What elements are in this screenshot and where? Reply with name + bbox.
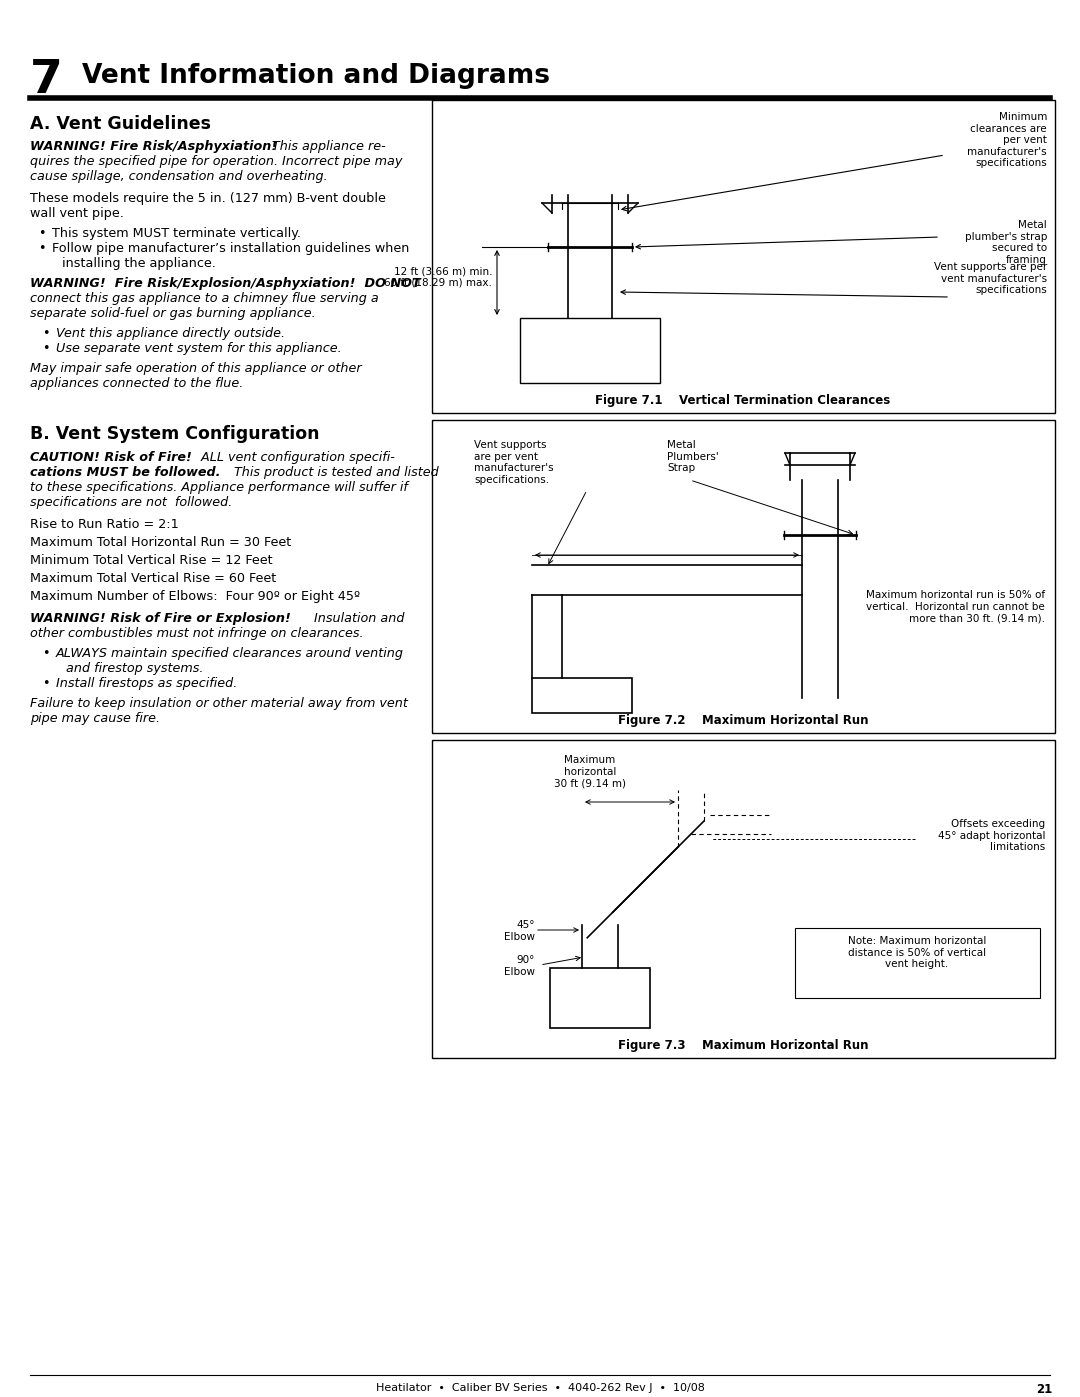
Text: These models require the 5 in. (127 mm) B-vent double: These models require the 5 in. (127 mm) … xyxy=(30,191,386,205)
Text: wall vent pipe.: wall vent pipe. xyxy=(30,207,124,219)
Text: •: • xyxy=(42,678,50,690)
Text: quires the specified pipe for operation. Incorrect pipe may: quires the specified pipe for operation.… xyxy=(30,155,403,168)
Text: Offsets exceeding
45° adapt horizontal
limitations: Offsets exceeding 45° adapt horizontal l… xyxy=(937,819,1045,852)
Text: WARNING! Risk of Fire or Explosion!: WARNING! Risk of Fire or Explosion! xyxy=(30,612,291,624)
Text: Insulation and: Insulation and xyxy=(310,612,405,624)
Text: cations MUST be followed.: cations MUST be followed. xyxy=(30,467,220,479)
Text: Maximum Total Vertical Rise = 60 Feet: Maximum Total Vertical Rise = 60 Feet xyxy=(30,571,276,585)
Bar xyxy=(532,678,632,712)
Bar xyxy=(432,101,1055,414)
Text: Metal
plumber's strap
secured to
framing: Metal plumber's strap secured to framing xyxy=(964,219,1047,265)
Text: 45°
Elbow: 45° Elbow xyxy=(504,921,535,942)
Bar xyxy=(795,928,1040,997)
Text: May impair safe operation of this appliance or other: May impair safe operation of this applia… xyxy=(30,362,362,374)
Text: Vent supports
are per vent
manufacturer's
specifications.: Vent supports are per vent manufacturer'… xyxy=(474,440,554,485)
Text: WARNING!  Fire Risk/Explosion/Asphyxiation!  DO NOT: WARNING! Fire Risk/Explosion/Asphyxiatio… xyxy=(30,277,421,291)
Text: A. Vent Guidelines: A. Vent Guidelines xyxy=(30,115,211,133)
Text: to these specifications. Appliance performance will suffer if: to these specifications. Appliance perfo… xyxy=(30,481,408,495)
Text: WARNING! Fire Risk/Asphyxiation!: WARNING! Fire Risk/Asphyxiation! xyxy=(30,140,278,154)
Text: Install firestops as specified.: Install firestops as specified. xyxy=(56,678,238,690)
Text: Failure to keep insulation or other material away from vent: Failure to keep insulation or other mate… xyxy=(30,697,408,710)
Text: specifications are not  followed.: specifications are not followed. xyxy=(30,496,232,509)
Bar xyxy=(519,319,660,383)
Text: ALWAYS maintain specified clearances around venting: ALWAYS maintain specified clearances aro… xyxy=(56,647,404,659)
Text: and firestop systems.: and firestop systems. xyxy=(66,662,203,675)
Text: connect this gas appliance to a chimney flue serving a: connect this gas appliance to a chimney … xyxy=(30,292,379,305)
Text: separate solid-fuel or gas burning appliance.: separate solid-fuel or gas burning appli… xyxy=(30,307,315,320)
Text: 12 ft (3.66 m) min.
60 ft (18.29 m) max.: 12 ft (3.66 m) min. 60 ft (18.29 m) max. xyxy=(384,267,492,288)
Text: This system MUST terminate vertically.: This system MUST terminate vertically. xyxy=(52,226,301,240)
Text: •: • xyxy=(42,327,50,339)
Text: cause spillage, condensation and overheating.: cause spillage, condensation and overhea… xyxy=(30,170,327,183)
Text: 90°
Elbow: 90° Elbow xyxy=(504,956,535,977)
Text: Minimum
clearances are
per vent
manufacturer's
specifications: Minimum clearances are per vent manufact… xyxy=(968,112,1047,169)
Text: Figure 7.2    Maximum Horizontal Run: Figure 7.2 Maximum Horizontal Run xyxy=(618,714,868,726)
Text: other combustibles must not infringe on clearances.: other combustibles must not infringe on … xyxy=(30,627,364,640)
Text: Rise to Run Ratio = 2:1: Rise to Run Ratio = 2:1 xyxy=(30,518,179,531)
Text: appliances connected to the flue.: appliances connected to the flue. xyxy=(30,377,243,390)
Bar xyxy=(432,740,1055,1058)
Text: Use separate vent system for this appliance.: Use separate vent system for this applia… xyxy=(56,342,341,355)
Text: This product is tested and listed: This product is tested and listed xyxy=(226,467,438,479)
Text: Maximum
horizontal
30 ft (9.14 m): Maximum horizontal 30 ft (9.14 m) xyxy=(554,754,626,788)
Text: Metal
Plumbers'
Strap: Metal Plumbers' Strap xyxy=(667,440,719,474)
Text: •: • xyxy=(38,226,45,240)
Text: Follow pipe manufacturer’s installation guidelines when: Follow pipe manufacturer’s installation … xyxy=(52,242,409,256)
Text: Maximum Number of Elbows:  Four 90º or Eight 45º: Maximum Number of Elbows: Four 90º or Ei… xyxy=(30,590,360,604)
Text: •: • xyxy=(42,647,50,659)
Bar xyxy=(550,968,650,1028)
Text: Heatilator  •  Caliber BV Series  •  4040-262 Rev J  •  10/08: Heatilator • Caliber BV Series • 4040-26… xyxy=(376,1383,704,1393)
Text: This appliance re-: This appliance re- xyxy=(268,140,386,154)
Text: Vent supports are per
vent manufacturer's
specifications: Vent supports are per vent manufacturer'… xyxy=(934,263,1047,295)
Text: Maximum horizontal run is 50% of
vertical.  Horizontal run cannot be
more than 3: Maximum horizontal run is 50% of vertica… xyxy=(866,590,1045,623)
Text: installing the appliance.: installing the appliance. xyxy=(62,257,216,270)
Text: ALL vent configuration specifi-: ALL vent configuration specifi- xyxy=(197,451,395,464)
Text: Vent Information and Diagrams: Vent Information and Diagrams xyxy=(82,63,550,89)
Text: Figure 7.3    Maximum Horizontal Run: Figure 7.3 Maximum Horizontal Run xyxy=(618,1039,868,1052)
Text: CAUTION! Risk of Fire!: CAUTION! Risk of Fire! xyxy=(30,451,192,464)
Bar xyxy=(432,420,1055,733)
Text: Vent this appliance directly outside.: Vent this appliance directly outside. xyxy=(56,327,285,339)
Text: Figure 7.1    Vertical Termination Clearances: Figure 7.1 Vertical Termination Clearanc… xyxy=(595,394,891,407)
Text: Maximum Total Horizontal Run = 30 Feet: Maximum Total Horizontal Run = 30 Feet xyxy=(30,536,292,549)
Text: pipe may cause fire.: pipe may cause fire. xyxy=(30,712,160,725)
Text: Note: Maximum horizontal
distance is 50% of vertical
vent height.: Note: Maximum horizontal distance is 50%… xyxy=(848,936,986,970)
Text: •: • xyxy=(42,342,50,355)
Text: 21: 21 xyxy=(1036,1383,1052,1396)
Text: 7: 7 xyxy=(30,59,63,103)
Text: •: • xyxy=(38,242,45,256)
Text: Minimum Total Vertical Rise = 12 Feet: Minimum Total Vertical Rise = 12 Feet xyxy=(30,555,272,567)
Text: B. Vent System Configuration: B. Vent System Configuration xyxy=(30,425,320,443)
